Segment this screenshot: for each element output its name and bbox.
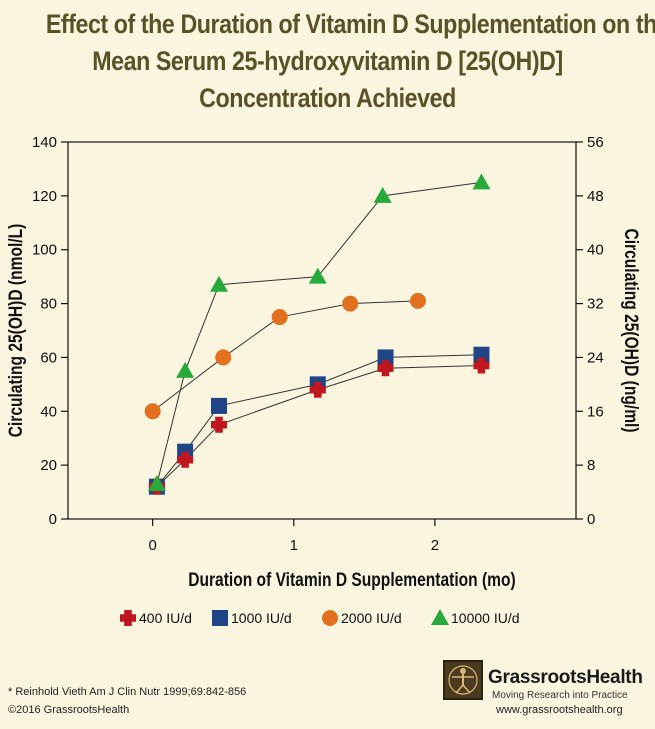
series-line-10000-iu-d xyxy=(156,181,482,485)
data-point-400-iu-d xyxy=(177,451,194,468)
footer-citation-block: * Reinhold Vieth Am J Clin Nutr 1999;69:… xyxy=(8,683,246,719)
data-point-1000-iu-d xyxy=(210,397,227,414)
data-point-400-iu-d xyxy=(309,381,326,398)
data-point-10000-iu-d xyxy=(209,275,228,292)
data-point-2000-iu-d xyxy=(409,292,426,309)
y2-tick-label: 48 xyxy=(587,188,604,205)
y2-tick-label: 56 xyxy=(587,134,604,151)
x-tick-label: 0 xyxy=(148,537,156,554)
data-point-10000-iu-d xyxy=(147,474,166,491)
website-link[interactable]: www.grassrootshealth.org xyxy=(496,704,623,716)
legend-label-2000-iu-d: 2000 IU/d xyxy=(341,610,402,626)
legend-marker-2000-iu-d xyxy=(322,610,338,626)
y-tick-label: 40 xyxy=(40,403,57,420)
plot-frame xyxy=(67,141,577,520)
chart-series-lines xyxy=(152,181,482,488)
chart-title: Effect of the Duration of Vitamin D Supp… xyxy=(45,6,655,117)
chart-title-line-2: Mean Serum 25-hydroxyvitamin D [25(OH)D] xyxy=(92,46,563,76)
x-axis-title: Duration of Vitamin D Supplementation (m… xyxy=(188,569,515,591)
legend-marker-10000-iu-d xyxy=(431,609,449,625)
chart-axes: 0 20 40 60 80 100 120 140 0 8 16 24 32 40 48 56 0 1 2 Durat… xyxy=(5,134,643,590)
y2-tick-label: 40 xyxy=(587,242,604,259)
y-tick-label: 120 xyxy=(32,188,57,205)
brand-name: GrassrootsHealth xyxy=(488,667,643,688)
chart-legend: 400 IU/d 1000 IU/d 2000 IU/d 10000 IU/d xyxy=(120,609,520,626)
data-point-2000-iu-d xyxy=(215,349,232,366)
copyright-text: ©2016 GrassrootsHealth xyxy=(8,704,130,716)
data-point-1000-iu-d xyxy=(473,346,490,363)
legend-label-400-iu-d: 400 IU/d xyxy=(139,610,192,626)
data-point-2000-iu-d xyxy=(342,295,359,312)
vitruvian-logo-icon xyxy=(443,660,483,700)
chart-title-line-3: Concentration Achieved xyxy=(199,83,456,113)
data-point-400-iu-d xyxy=(210,416,227,433)
brand-tagline: Moving Research into Practice xyxy=(492,690,628,701)
y-tick-label: 20 xyxy=(40,457,57,474)
series-line-400-iu-d xyxy=(156,365,482,488)
y2-tick-label: 24 xyxy=(587,349,604,366)
data-point-10000-iu-d xyxy=(308,267,327,284)
data-point-10000-iu-d xyxy=(373,186,392,203)
y-tick-label: 60 xyxy=(40,349,57,366)
y2-tick-label: 8 xyxy=(587,457,595,474)
chart-title-line-1: Effect of the Duration of Vitamin D Supp… xyxy=(45,9,655,39)
y-tick-label: 100 xyxy=(32,242,57,259)
data-point-2000-iu-d xyxy=(144,403,161,420)
x-tick-label: 2 xyxy=(431,537,439,554)
series-line-1000-iu-d xyxy=(156,354,482,487)
data-point-1000-iu-d xyxy=(177,443,194,460)
data-point-10000-iu-d xyxy=(472,173,491,190)
data-point-2000-iu-d xyxy=(271,309,288,326)
chart-markers xyxy=(144,173,491,495)
data-point-400-iu-d xyxy=(473,357,490,374)
y2-tick-label: 16 xyxy=(587,403,604,420)
legend-marker-400-iu-d xyxy=(120,610,136,626)
y2-tick-label: 0 xyxy=(587,511,595,528)
data-point-10000-iu-d xyxy=(176,361,195,378)
y-axis-title: Circulating 25(OH)D (nmol/L) xyxy=(5,224,27,438)
legend-label-1000-iu-d: 1000 IU/d xyxy=(231,610,292,626)
legend-marker-1000-iu-d xyxy=(212,610,228,626)
y2-tick-label: 32 xyxy=(587,296,604,313)
y2-axis-title: Circulating 25(OH)D (ng/ml) xyxy=(621,228,643,432)
data-point-400-iu-d xyxy=(377,360,394,377)
y-tick-label: 80 xyxy=(40,296,57,313)
data-point-1000-iu-d xyxy=(377,349,394,366)
x-tick-label: 1 xyxy=(290,537,298,554)
citation-text: * Reinhold Vieth Am J Clin Nutr 1999;69:… xyxy=(8,686,247,698)
y-tick-label: 140 xyxy=(32,134,57,151)
legend-label-10000-iu-d: 10000 IU/d xyxy=(451,610,520,626)
y-tick-label: 0 xyxy=(49,511,57,528)
